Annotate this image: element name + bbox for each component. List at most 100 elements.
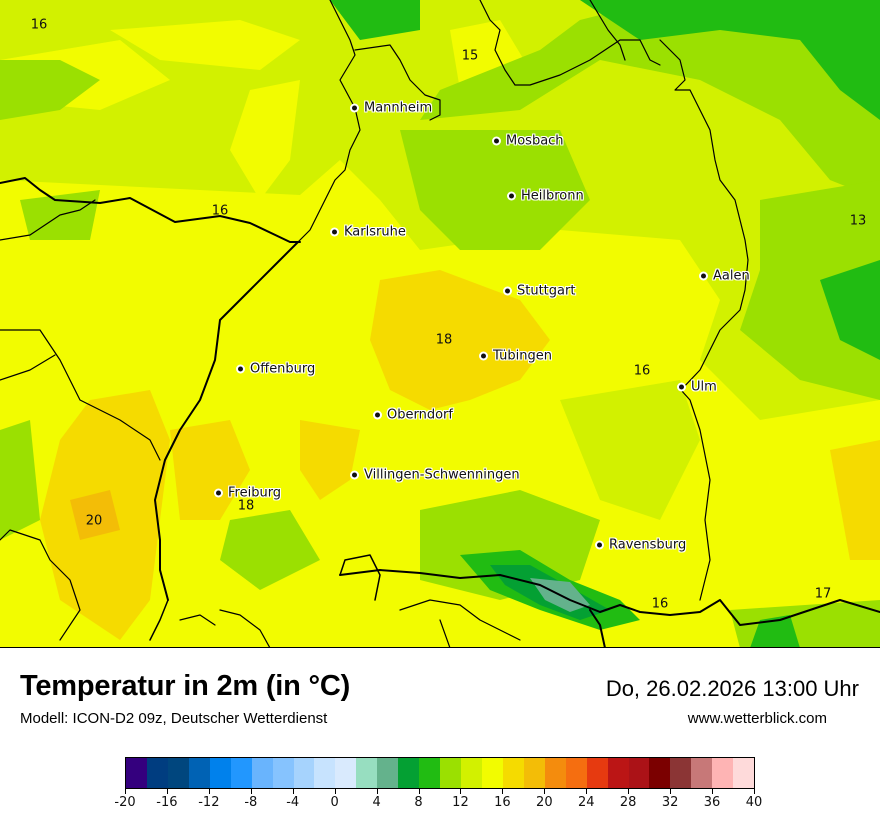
colorbar-segment [544,758,566,788]
city-marker: Ravensburg [597,538,686,553]
city-name: Aalen [713,268,750,284]
colorbar-tick-mark [628,789,630,794]
city-name: Villingen-Schwenningen [364,467,520,483]
city-name: Tübingen [493,348,552,364]
city-name: Karlsruhe [344,224,406,240]
colorbar-segment [356,758,378,788]
colorbar-segment [167,758,189,788]
colorbar-tick-mark [586,789,588,794]
city-marker: Offenburg [238,362,315,377]
colorbar-segment [502,758,524,788]
colorbar-tick-mark [544,789,546,794]
temperature-colorbar [125,757,755,789]
colorbar-tick-label: -4 [286,795,300,810]
city-dot-icon [481,353,486,359]
colorbar-segment [733,758,755,788]
colorbar-tick-label: -12 [198,795,220,810]
temperature-value-label: 16 [30,17,48,33]
city-name: Stuttgart [517,283,576,299]
city-name: Heilbronn [521,188,584,204]
colorbar-tick-mark [460,789,462,794]
temperature-value-label: 16 [211,203,229,219]
forecast-datetime: Do, 26.02.2026 13:00 Uhr [605,676,859,701]
colorbar-tick-label: 28 [619,795,637,810]
city-dot-icon [352,105,357,111]
city-name: Mosbach [506,133,564,149]
city-dot-icon [701,273,706,279]
city-marker: Mosbach [494,134,564,149]
temperature-value-label: 16 [633,363,651,379]
colorbar-tick-mark [250,789,252,794]
city-marker: Aalen [701,269,750,284]
colorbar-segment [251,758,273,788]
city-dot-icon [597,542,602,548]
city-dot-icon [238,366,243,372]
city-name: Oberndorf [387,407,453,423]
colorbar-tick-label: 0 [330,795,339,810]
colorbar-tick-mark [125,789,126,794]
colorbar-tick-mark [670,789,672,794]
temperature-value-label: 13 [849,213,867,229]
temperature-value-label: 18 [435,332,453,348]
colorbar-tick-mark [292,789,294,794]
temperature-value-label: 20 [85,513,103,529]
city-marker: Tübingen [481,349,552,364]
city-marker: Mannheim [352,101,432,116]
colorbar-tick-mark [712,789,714,794]
temperature-value-label: 17 [814,586,832,602]
colorbar-segment [586,758,608,788]
colorbar-segment [691,758,713,788]
colorbar-segment [481,758,503,788]
colorbar-segment [670,758,692,788]
colorbar-segment [335,758,357,788]
colorbar-segment [377,758,399,788]
city-name: Freiburg [228,485,282,501]
colorbar-tick-label: 32 [661,795,679,810]
city-marker: Stuttgart [505,284,575,299]
temperature-value-label: 15 [461,48,479,64]
city-dot-icon [352,472,357,478]
colorbar-tick-mark [166,789,168,794]
colorbar-segment [419,758,441,788]
city-dot-icon [679,384,684,390]
website-link[interactable]: www.wetterblick.com [687,710,827,727]
colorbar-segment [565,758,587,788]
colorbar-segment [293,758,315,788]
city-marker: Villingen-Schwenningen [352,468,520,483]
colorbar-tick-label: 20 [536,795,553,810]
colorbar-segment [209,758,231,788]
colorbar-segment [628,758,650,788]
model-source: Modell: ICON-D2 09z, Deutscher Wetterdie… [20,710,328,727]
colorbar-ticks: -20 -16 -12 -8 -4 0 4 8 12 16 20 24 28 32 36 40 [114,789,762,819]
city-dot-icon [509,193,514,199]
colorbar-tick-label: 24 [577,795,595,810]
colorbar-tick-label: -20 [114,795,136,810]
city-name: Ravensburg [609,537,687,553]
city-dot-icon [216,490,221,496]
city-dot-icon [505,288,510,294]
city-dot-icon [332,229,337,235]
colorbar-segment [649,758,671,788]
colorbar-tick-label: 8 [414,795,423,810]
colorbar-segment [146,758,168,788]
colorbar-tick-label: 40 [745,795,763,810]
colorbar-tick-mark [502,789,504,794]
colorbar-tick-label: 36 [703,795,721,810]
colorbar-segment [230,758,252,788]
temperature-value-label: 18 [237,498,255,514]
colorbar-segment [272,758,294,788]
colorbar-tick-mark [754,789,755,794]
temperature-value-label: 16 [651,596,669,612]
colorbar-segment [314,758,336,788]
city-name: Ulm [691,379,717,395]
colorbar-tick-label: 16 [494,795,511,810]
city-dot-icon [494,138,499,144]
colorbar-tick-label: -16 [156,795,178,810]
colorbar-segment [440,758,461,788]
colorbar-segment [461,758,482,788]
colorbar-tick-mark [376,789,378,794]
city-dot-icon [375,412,380,418]
colorbar-segment [607,758,629,788]
city-marker: Oberndorf [375,408,453,423]
city-marker: Karlsruhe [332,225,406,240]
